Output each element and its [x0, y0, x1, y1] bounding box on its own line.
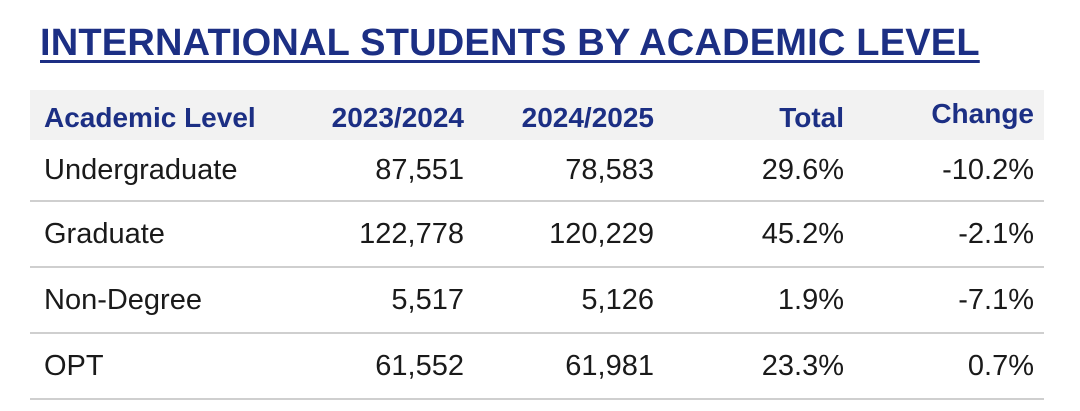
cell-2024-2025: 78,583 — [565, 153, 654, 186]
cell-2023-2024: 5,517 — [391, 283, 464, 316]
academic-level-table: Academic Level 2023/2024 2024/2025 Total… — [30, 90, 1044, 400]
cell-2023-2024: 61,552 — [375, 349, 464, 382]
cell-total: 45.2% — [761, 217, 844, 250]
cell-change: -7.1% — [958, 283, 1034, 316]
table-row: Non-Degree 5,517 5,126 1.9% -7.1% — [30, 268, 1044, 334]
table-row: Undergraduate 87,551 78,583 29.6% -10.2% — [30, 140, 1044, 202]
cell-change: 0.7% — [967, 349, 1034, 382]
cell-academic-level: Undergraduate — [44, 153, 238, 186]
cell-2024-2025: 5,126 — [581, 283, 654, 316]
cell-total: 1.9% — [777, 283, 844, 316]
cell-change: -2.1% — [958, 217, 1034, 250]
table-row: Graduate 122,778 120,229 45.2% -2.1% — [30, 202, 1044, 268]
cell-2024-2025: 120,229 — [549, 217, 654, 250]
page-title: INTERNATIONAL STUDENTS BY ACADEMIC LEVEL — [40, 22, 980, 64]
header-change: Change — [931, 98, 1034, 129]
header-total: Total — [779, 102, 844, 133]
cell-2023-2024: 122,778 — [359, 217, 464, 250]
cell-2023-2024: 87,551 — [375, 153, 464, 186]
cell-change: -10.2% — [942, 153, 1034, 186]
header-2024-2025: 2024/2025 — [521, 102, 654, 133]
cell-academic-level: OPT — [44, 349, 104, 382]
header-2023-2024: 2023/2024 — [331, 102, 464, 133]
table-row: OPT 61,552 61,981 23.3% 0.7% — [30, 334, 1044, 400]
cell-total: 23.3% — [761, 349, 844, 382]
table-header-row: Academic Level 2023/2024 2024/2025 Total… — [30, 90, 1044, 140]
cell-2024-2025: 61,981 — [565, 349, 654, 382]
cell-academic-level: Non-Degree — [44, 283, 202, 316]
cell-academic-level: Graduate — [44, 217, 165, 250]
header-academic-level: Academic Level — [44, 102, 256, 133]
cell-total: 29.6% — [761, 153, 844, 186]
